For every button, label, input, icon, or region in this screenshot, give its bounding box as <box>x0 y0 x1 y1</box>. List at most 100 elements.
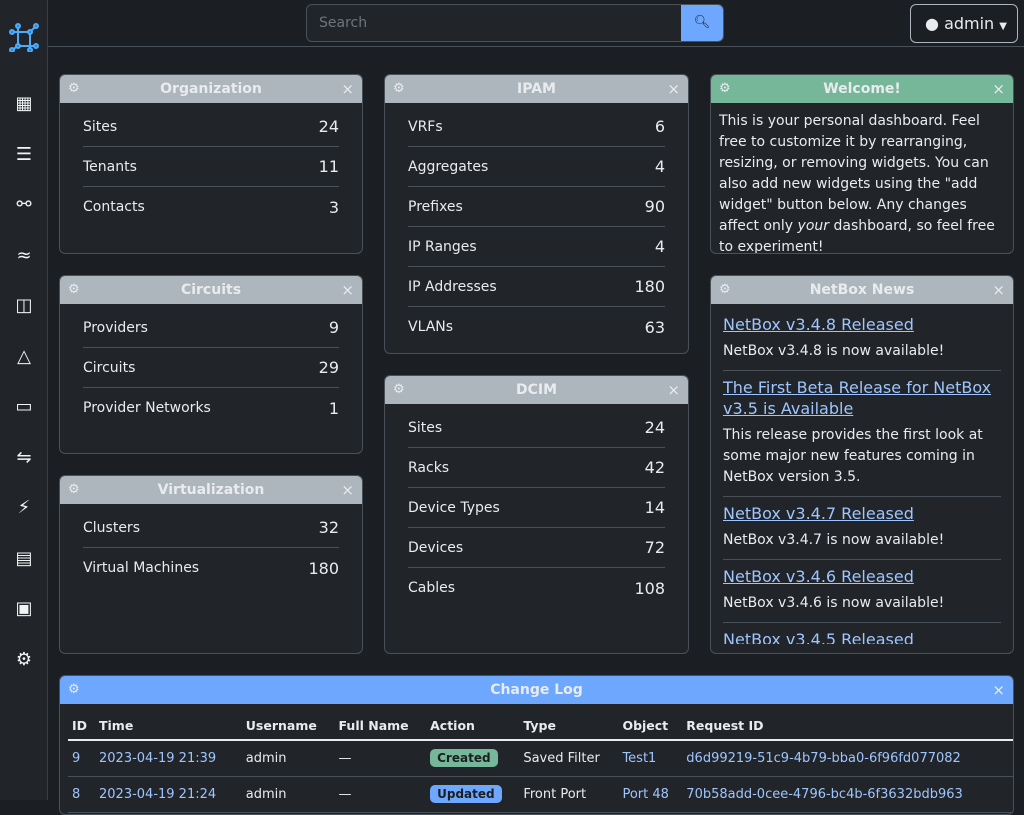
column-header[interactable]: Action <box>426 712 520 741</box>
news-link[interactable]: NetBox v3.4.5 Released <box>723 630 914 644</box>
plug-icon[interactable]: ⚯ <box>16 194 32 215</box>
stat-label[interactable]: Devices <box>408 539 464 556</box>
gear-icon[interactable]: ⚙ <box>393 382 405 397</box>
stat-label[interactable]: Circuits <box>83 359 136 376</box>
stat-row[interactable]: Device Types 14 <box>408 488 665 528</box>
news-list[interactable]: NetBox v3.4.8 Released NetBox v3.4.8 is n… <box>711 304 1013 644</box>
power-icon[interactable]: ⚡︎ <box>17 497 31 518</box>
stat-row[interactable]: Providers 9 <box>83 308 339 348</box>
stat-row[interactable]: VRFs 6 <box>408 107 665 147</box>
close-icon[interactable]: × <box>341 281 354 299</box>
sliders-icon[interactable]: ⇋ <box>16 446 32 468</box>
stat-label[interactable]: Clusters <box>83 519 140 536</box>
widget-header[interactable]: ⚙ Virtualization × <box>60 476 362 504</box>
gear-icon[interactable]: ⚙ <box>68 682 80 697</box>
stat-row[interactable]: Aggregates 4 <box>408 147 665 187</box>
widget-header[interactable]: ⚙ DCIM × <box>385 376 688 404</box>
stat-label[interactable]: Sites <box>83 118 118 135</box>
widget-header[interactable]: ⚙ Circuits × <box>60 276 362 304</box>
netbox-logo-icon[interactable] <box>8 20 40 52</box>
search-input[interactable] <box>307 5 687 41</box>
widget-header[interactable]: ⚙ Change Log × <box>60 676 1013 704</box>
stat-label[interactable]: Cables <box>408 580 456 596</box>
gear-icon[interactable]: ⚙ <box>68 482 80 497</box>
stat-label[interactable]: Device Types <box>408 499 500 516</box>
gear-icon[interactable]: ⚙ <box>68 81 80 96</box>
object-link[interactable]: Test1 <box>618 740 683 777</box>
building-icon[interactable]: ▦ <box>15 93 33 114</box>
column-header[interactable]: Request ID <box>682 712 1013 741</box>
stat-label[interactable]: IP Addresses <box>408 278 497 295</box>
column-header[interactable]: Time <box>95 712 242 741</box>
time-link[interactable]: 2023-04-19 21:39 <box>95 740 242 777</box>
stat-row[interactable]: IP Addresses 180 <box>408 267 665 307</box>
gear-icon[interactable]: ⚙ <box>719 282 731 297</box>
stat-row[interactable]: Provider Networks 1 <box>83 388 339 428</box>
close-icon[interactable]: × <box>341 80 354 98</box>
user-menu-button[interactable]: ● admin ▼ <box>910 4 1018 43</box>
stat-label[interactable]: Providers <box>83 319 148 336</box>
stat-row[interactable]: Tenants 11 <box>83 147 339 187</box>
close-icon[interactable]: × <box>992 80 1005 98</box>
column-header[interactable]: Type <box>519 712 619 741</box>
news-link[interactable]: The First Beta Release for NetBox v3.5 i… <box>723 378 992 418</box>
column-header[interactable]: Full Name <box>334 712 427 741</box>
id-link[interactable]: 8 <box>68 776 95 813</box>
stat-row[interactable]: VLANs 63 <box>408 307 665 347</box>
search-button[interactable]: 🔍︎ <box>681 5 723 41</box>
gear-icon[interactable]: ⚙ <box>719 81 731 96</box>
stat-row[interactable]: Racks 42 <box>408 448 665 488</box>
stat-row[interactable]: Clusters 32 <box>83 508 339 548</box>
stat-row[interactable]: Virtual Machines 180 <box>83 548 339 588</box>
id-link[interactable]: 9 <box>68 740 95 777</box>
widget-header[interactable]: ⚙ Organization × <box>60 75 362 103</box>
stat-label[interactable]: Prefixes <box>408 198 463 215</box>
stat-label[interactable]: IP Ranges <box>408 238 477 255</box>
news-link[interactable]: NetBox v3.4.8 Released <box>723 315 914 334</box>
close-icon[interactable]: × <box>667 381 680 399</box>
close-icon[interactable]: × <box>667 80 680 98</box>
stat-row[interactable]: Circuits 29 <box>83 348 339 388</box>
widget-header[interactable]: ⚙ IPAM × <box>385 75 688 103</box>
monitor-icon[interactable]: ▭ <box>15 396 33 417</box>
stat-label[interactable]: Sites <box>408 419 443 436</box>
stat-label[interactable]: Contacts <box>83 199 145 215</box>
column-header[interactable]: Object <box>618 712 683 741</box>
stat-row[interactable]: Cables 108 <box>408 568 665 608</box>
gear-icon[interactable]: ⚙ <box>393 81 405 96</box>
widget-header[interactable]: ⚙ NetBox News × <box>711 276 1013 304</box>
topology-icon[interactable]: △ <box>17 345 31 367</box>
object-link[interactable]: Port 48 <box>618 776 683 813</box>
stat-row[interactable]: Sites 24 <box>83 107 339 147</box>
request-id-link[interactable]: 70b58add-0cee-4796-bc4b-6f3632bdb963 <box>682 776 1013 813</box>
widget-header[interactable]: ⚙ Welcome! × <box>711 75 1013 103</box>
stat-row[interactable]: Devices 72 <box>408 528 665 568</box>
stat-row[interactable]: IP Ranges 4 <box>408 227 665 267</box>
stat-label[interactable]: VLANs <box>408 319 454 335</box>
stat-label[interactable]: Provider Networks <box>83 400 211 416</box>
column-header[interactable]: Username <box>241 712 335 741</box>
document-icon[interactable]: ▤ <box>15 547 33 569</box>
stat-label[interactable]: Tenants <box>83 158 137 175</box>
stat-row[interactable]: Contacts 3 <box>83 187 339 227</box>
stat-label[interactable]: Aggregates <box>408 158 489 175</box>
toolbox-icon[interactable]: ▣ <box>15 598 33 619</box>
server-icon[interactable]: ☰ <box>15 143 33 165</box>
close-icon[interactable]: × <box>992 281 1005 299</box>
column-header[interactable]: ID <box>68 712 95 741</box>
close-icon[interactable]: × <box>341 481 354 499</box>
news-link[interactable]: NetBox v3.4.6 Released <box>723 567 914 586</box>
time-link[interactable]: 2023-04-19 21:24 <box>95 776 242 813</box>
request-id-link[interactable]: d6d99219-51c9-4b79-bba0-6f96fd077082 <box>682 740 1013 777</box>
cogs-icon[interactable]: ⚙ <box>15 648 33 670</box>
wifi-icon[interactable]: ≈ <box>16 244 32 266</box>
close-icon[interactable]: × <box>992 681 1005 699</box>
stat-label[interactable]: Virtual Machines <box>83 560 200 576</box>
stat-label[interactable]: VRFs <box>408 118 443 135</box>
gear-icon[interactable]: ⚙ <box>68 282 80 297</box>
stat-label[interactable]: Racks <box>408 459 450 476</box>
news-link[interactable]: NetBox v3.4.7 Released <box>723 504 914 523</box>
stat-row[interactable]: Sites 24 <box>408 408 665 448</box>
stat-row[interactable]: Prefixes 90 <box>408 187 665 227</box>
rack-icon[interactable]: ◫ <box>15 295 33 316</box>
